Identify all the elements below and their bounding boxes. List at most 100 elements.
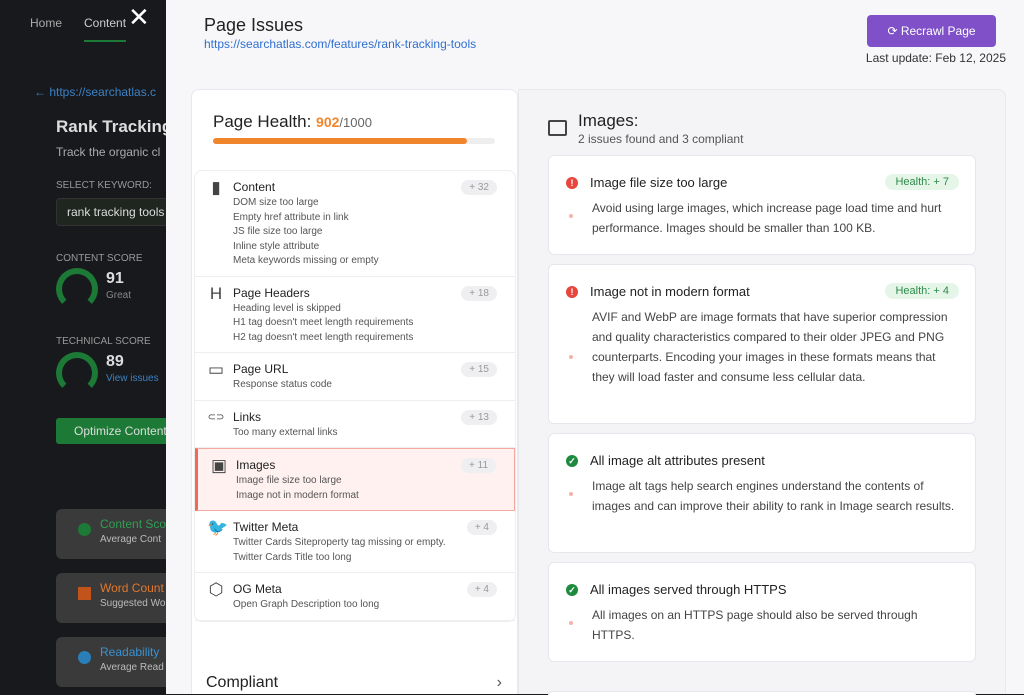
health-badge: Health: + 7 (885, 174, 959, 190)
category-issue: Twitter Cards Title too long (233, 551, 352, 563)
category-issue: H2 tag doesn't meet length requirements (233, 331, 414, 343)
nav-home[interactable]: Home (30, 16, 63, 30)
technical-score-label: TECHNICAL SCORE (56, 336, 151, 347)
top-nav: Home Content (30, 16, 127, 42)
bullet-dot (569, 355, 573, 359)
category-name: Links (233, 409, 262, 424)
bullet-dot (569, 492, 573, 496)
category-name: Page Headers (233, 285, 310, 300)
issue-title: All images served through HTTPS (590, 582, 787, 597)
card-desc: Average Read (100, 662, 164, 673)
category-name: Images (236, 458, 276, 472)
health-max: /1000 (339, 115, 372, 130)
bullet-dot (569, 214, 573, 218)
category-item-page-headers[interactable]: H Page Headers + 18 Heading level is skippe… (195, 277, 515, 353)
issue-detail-panel: Images: 2 issues found and 3 compliant !… (518, 89, 1006, 695)
optimize-content-button[interactable]: Optimize Content (56, 418, 186, 444)
issue-title: Image not in modern format (590, 284, 750, 299)
recrawl-label: Recrawl Page (900, 24, 976, 38)
content-score-label: CONTENT SCORE (56, 253, 143, 264)
health-badge: Health: + 4 (885, 283, 959, 299)
card-title: Readability (100, 645, 160, 659)
category-count: + 32 (461, 180, 497, 195)
category-count: + 4 (466, 520, 497, 535)
page-health: Page Health: 902/1000 (213, 112, 372, 132)
panel-title: Page Issues (204, 15, 304, 35)
card-title: Word Count (100, 581, 164, 595)
document-icon: ▮ (211, 178, 221, 197)
twitter-icon: 🐦 (207, 518, 229, 537)
issue-card: ✓ All images served through HTTPS All imag… (548, 562, 976, 662)
word-count-card[interactable]: Word Count Suggested Wo (56, 573, 186, 623)
issue-description: Image alt tags help search engines under… (592, 479, 955, 513)
content-score-gauge (56, 268, 98, 310)
category-issue: Image file size too large (236, 475, 342, 486)
issue-card: ! Image not in modern format Health: + 4 AV… (548, 264, 976, 424)
category-item-page-url[interactable]: ▭ Page URL + 15 Response status code (195, 353, 515, 401)
image-icon: ▣ (210, 456, 228, 475)
category-item-og-meta[interactable]: ⬡ OG Meta + 4 Open Graph Description too lo… (195, 573, 515, 621)
view-issues-link[interactable]: View issues (106, 373, 159, 384)
warning-icon (78, 587, 91, 600)
image-icon (548, 120, 567, 136)
health-progress-fill (213, 138, 468, 144)
issue-description: AVIF and WebP are image formats that hav… (592, 310, 948, 384)
category-item-links[interactable]: ⊂⊃ Links + 13 Too many external links (195, 401, 515, 448)
health-progress-bar (213, 138, 495, 144)
category-item-twitter-meta[interactable]: 🐦 Twitter Meta + 4 Twitter Cards Siteproper… (195, 511, 515, 573)
issue-card: ✓ All image alt attributes present Image a… (548, 433, 976, 553)
category-name: OG Meta (233, 582, 282, 596)
nav-content[interactable]: Content (84, 16, 127, 42)
technical-score-value: 89 (106, 353, 124, 370)
category-item-images[interactable]: ▣ Images + 11 Image file size too large Imag… (195, 448, 515, 511)
page-issues-panel: Page Issues https://searchatlas.com/feat… (166, 0, 1024, 695)
issue-description: Avoid using large images, which increase… (592, 201, 942, 235)
content-score-rating: Great (106, 290, 132, 301)
content-score-value: 91 (106, 270, 124, 287)
content-score-card[interactable]: Content Sco Average Cont (56, 509, 186, 559)
keyword-select[interactable]: rank tracking tools (56, 198, 186, 226)
card-title: Content Sco (100, 517, 167, 531)
detail-title: Images: (578, 111, 639, 130)
last-update: Last update: Feb 12, 2025 (865, 51, 1006, 65)
category-issue: Too many external links (233, 426, 338, 438)
error-circle-icon: ! (566, 177, 578, 189)
issue-description: All images on an HTTPS page should also … (592, 608, 918, 642)
browser-icon: ▭ (207, 360, 225, 379)
category-issue: Response status code (233, 379, 332, 390)
keyword-label: SELECT KEYWORD: (56, 180, 152, 191)
error-circle-icon: ! (566, 286, 578, 298)
category-count: + 11 (461, 458, 496, 473)
refresh-icon: ⟳ (887, 24, 898, 38)
category-issue: H1 tag doesn't meet length requirements (233, 317, 414, 328)
page-url-link[interactable]: https://searchatlas.com/features/rank-tr… (204, 37, 477, 51)
detail-summary: 2 issues found and 3 compliant (578, 132, 744, 146)
page-title: Rank Tracking (56, 117, 173, 136)
readability-card[interactable]: Readability Average Read (56, 637, 186, 687)
category-issue: JS file size too large (233, 226, 323, 237)
issue-card: ! Image file size too large Health: + 7 Avo… (548, 155, 976, 255)
compliant-label: Compliant (206, 674, 279, 691)
category-name: Content (233, 180, 276, 194)
info-icon (78, 651, 91, 664)
category-item-content[interactable]: ▮ Content + 32 DOM size too large Empty href… (195, 171, 515, 277)
category-count: + 4 (466, 582, 497, 597)
health-label: Page Health: (213, 112, 312, 131)
category-issue: Open Graph Description too long (233, 599, 380, 610)
background-page: Home Content ← https://searchatlas.c Ran… (0, 0, 186, 694)
heading-icon: H (209, 283, 223, 303)
recrawl-page-button[interactable]: ⟳ Recrawl Page (867, 15, 996, 47)
category-issue: Inline style attribute (233, 240, 320, 252)
category-issue: Empty href attribute in link (233, 211, 349, 223)
category-issue: DOM size too large (233, 197, 319, 208)
health-value: 902 (316, 114, 340, 130)
link-icon: ⊂⊃ (207, 411, 225, 423)
page-url-link[interactable]: ← https://searchatlas.c (34, 85, 157, 99)
category-issue: Twitter Cards Siteproperty tag missing o… (233, 537, 446, 548)
check-icon (78, 523, 91, 536)
close-icon[interactable]: ✕ (128, 2, 150, 32)
category-issue: Heading level is skipped (233, 302, 341, 314)
category-count: + 13 (461, 409, 497, 425)
compliant-section-toggle[interactable]: Compliant › (206, 674, 502, 692)
category-list: ▮ Content + 32 DOM size too large Empty href… (194, 170, 516, 622)
